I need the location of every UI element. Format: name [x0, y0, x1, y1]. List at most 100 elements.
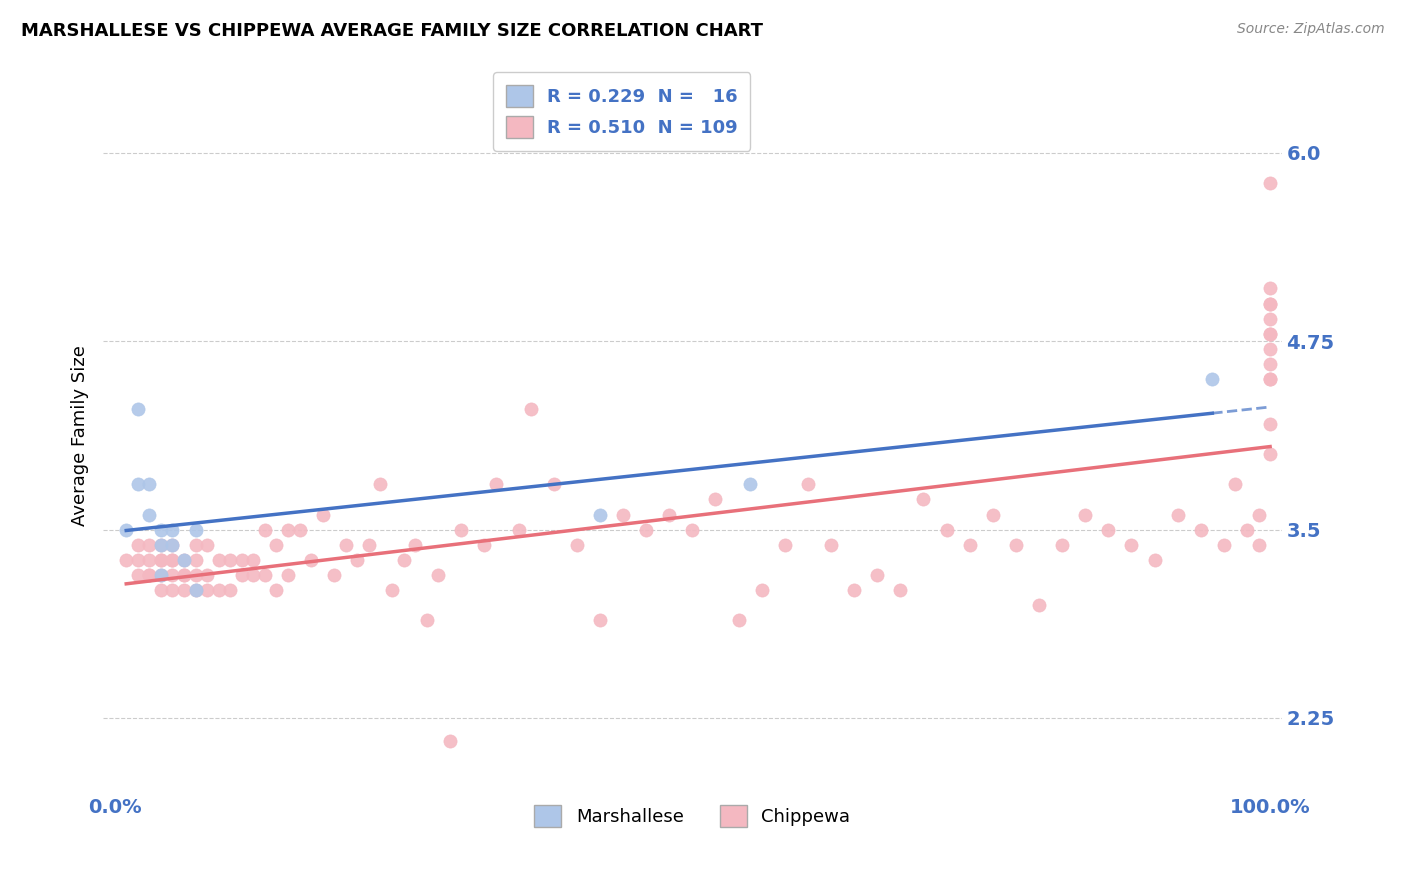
Point: [149, 538, 172, 552]
Point: [1074, 508, 1097, 522]
Point: [981, 508, 1004, 522]
Point: [242, 567, 264, 582]
Point: [1028, 598, 1050, 612]
Point: [1258, 311, 1281, 326]
Point: [162, 553, 184, 567]
Point: [195, 538, 218, 552]
Point: [543, 477, 565, 491]
Point: [1189, 523, 1212, 537]
Point: [427, 567, 450, 582]
Point: [392, 553, 415, 567]
Point: [797, 477, 820, 491]
Point: [773, 538, 796, 552]
Point: [127, 477, 149, 491]
Text: Source: ZipAtlas.com: Source: ZipAtlas.com: [1237, 22, 1385, 37]
Point: [162, 538, 184, 552]
Point: [127, 567, 149, 582]
Point: [658, 508, 681, 522]
Point: [266, 538, 288, 552]
Point: [1258, 357, 1281, 371]
Point: [404, 538, 426, 552]
Point: [1258, 417, 1281, 431]
Point: [485, 477, 508, 491]
Point: [439, 733, 461, 747]
Point: [1258, 372, 1281, 386]
Point: [149, 553, 172, 567]
Point: [311, 508, 333, 522]
Point: [415, 613, 437, 627]
Point: [820, 538, 842, 552]
Point: [1258, 326, 1281, 341]
Point: [866, 567, 889, 582]
Point: [219, 553, 242, 567]
Point: [935, 523, 957, 537]
Point: [844, 582, 866, 597]
Point: [1258, 281, 1281, 295]
Point: [149, 538, 172, 552]
Point: [149, 582, 172, 597]
Point: [115, 553, 138, 567]
Point: [138, 538, 160, 552]
Point: [162, 523, 184, 537]
Point: [889, 582, 911, 597]
Point: [173, 553, 195, 567]
Point: [115, 523, 138, 537]
Point: [253, 567, 276, 582]
Point: [1236, 523, 1258, 537]
Point: [277, 523, 299, 537]
Point: [184, 567, 207, 582]
Point: [149, 567, 172, 582]
Point: [184, 538, 207, 552]
Point: [704, 492, 727, 507]
Point: [184, 582, 207, 597]
Point: [1005, 538, 1028, 552]
Point: [1121, 538, 1143, 552]
Point: [242, 553, 264, 567]
Point: [162, 567, 184, 582]
Point: [612, 508, 634, 522]
Point: [370, 477, 392, 491]
Point: [162, 538, 184, 552]
Point: [173, 553, 195, 567]
Point: [1201, 372, 1223, 386]
Point: [149, 553, 172, 567]
Point: [253, 523, 276, 537]
Point: [346, 553, 368, 567]
Point: [1258, 342, 1281, 356]
Point: [219, 582, 242, 597]
Point: [173, 582, 195, 597]
Point: [1225, 477, 1247, 491]
Point: [1212, 538, 1234, 552]
Point: [173, 567, 195, 582]
Point: [727, 613, 749, 627]
Point: [1258, 372, 1281, 386]
Point: [519, 402, 541, 417]
Point: [208, 582, 231, 597]
Point: [589, 508, 612, 522]
Point: [681, 523, 703, 537]
Point: [138, 508, 160, 522]
Point: [1258, 326, 1281, 341]
Point: [138, 567, 160, 582]
Point: [636, 523, 658, 537]
Point: [138, 477, 160, 491]
Point: [138, 567, 160, 582]
Point: [173, 567, 195, 582]
Point: [1258, 296, 1281, 310]
Point: [1097, 523, 1119, 537]
Point: [184, 582, 207, 597]
Point: [508, 523, 530, 537]
Point: [195, 582, 218, 597]
Point: [1167, 508, 1189, 522]
Point: [127, 538, 149, 552]
Point: [740, 477, 762, 491]
Point: [912, 492, 935, 507]
Point: [299, 553, 322, 567]
Point: [231, 567, 253, 582]
Point: [288, 523, 311, 537]
Point: [381, 582, 404, 597]
Point: [751, 582, 773, 597]
Point: [184, 553, 207, 567]
Point: [589, 613, 612, 627]
Point: [184, 523, 207, 537]
